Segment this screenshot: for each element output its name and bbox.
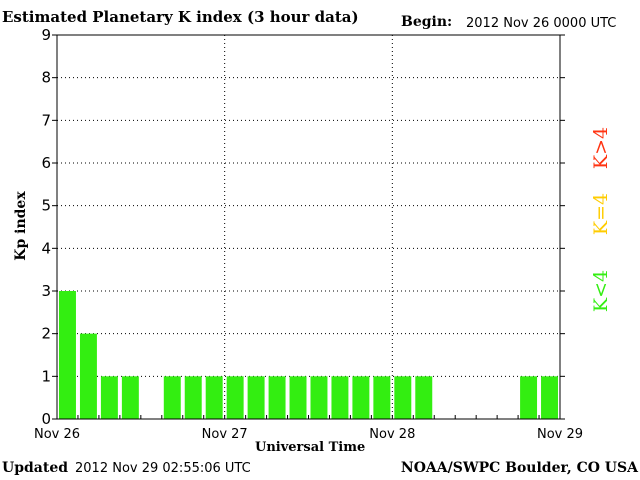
legend-k-equal-4: K=4 xyxy=(590,192,612,236)
y-tick-label: 9 xyxy=(41,26,51,44)
kp-bar xyxy=(100,376,118,419)
y-tick-label: 2 xyxy=(41,325,51,343)
kp-bar xyxy=(352,376,370,419)
y-tick-label: 8 xyxy=(41,69,51,87)
x-axis-ticks: Nov 26 Nov 27 Nov 28 Nov 29 xyxy=(34,415,583,442)
kp-bar xyxy=(226,376,244,419)
x-axis-label: Universal Time xyxy=(255,440,366,455)
y-tick-label: 5 xyxy=(41,197,51,215)
bar-series xyxy=(59,291,558,419)
kp-bar xyxy=(541,376,558,419)
grid-lines xyxy=(57,35,560,419)
x-tick-label: Nov 26 xyxy=(34,427,80,442)
kp-bar xyxy=(310,376,328,419)
updated-label: Updated xyxy=(2,460,69,476)
y-tick-label: 1 xyxy=(41,367,51,385)
y-tick-label: 3 xyxy=(41,282,51,300)
x-tick-label: Nov 29 xyxy=(537,427,583,442)
chart-title: Estimated Planetary K index (3 hour data… xyxy=(2,8,359,26)
y-tick-label: 4 xyxy=(41,239,51,257)
kp-bar xyxy=(184,376,202,419)
kp-bar xyxy=(394,376,412,419)
kp-bar xyxy=(121,376,139,419)
kp-bar xyxy=(268,376,286,419)
begin-value: 2012 Nov 26 0000 UTC xyxy=(466,16,617,31)
y-tick-label: 0 xyxy=(41,410,51,428)
y-tick-label: 6 xyxy=(41,154,51,172)
kp-bar xyxy=(289,376,307,419)
plot-frame xyxy=(56,34,561,420)
kp-bar xyxy=(59,291,76,419)
y-axis-ticks: 0 1 2 3 4 5 6 7 8 9 xyxy=(41,26,565,428)
legend-k-greater-4: K>4 xyxy=(590,126,612,170)
credit-text: NOAA/SWPC Boulder, CO USA xyxy=(400,460,638,476)
kp-bar xyxy=(520,376,538,419)
kp-bar xyxy=(205,376,223,419)
x-tick-label: Nov 27 xyxy=(202,427,248,442)
legend-k-less-4: K<4 xyxy=(590,269,612,313)
y-axis-label: Kp index xyxy=(13,191,29,261)
x-tick-label: Nov 28 xyxy=(369,427,415,442)
kp-bar xyxy=(415,376,433,419)
updated-value: 2012 Nov 29 02:55:06 UTC xyxy=(75,461,251,476)
begin-label: Begin: xyxy=(401,14,453,30)
kp-bar xyxy=(373,376,391,419)
kp-bar xyxy=(163,376,181,419)
kp-bar xyxy=(247,376,265,419)
kp-bar xyxy=(79,333,97,419)
kp-bar xyxy=(331,376,349,419)
y-tick-label: 7 xyxy=(41,111,51,129)
